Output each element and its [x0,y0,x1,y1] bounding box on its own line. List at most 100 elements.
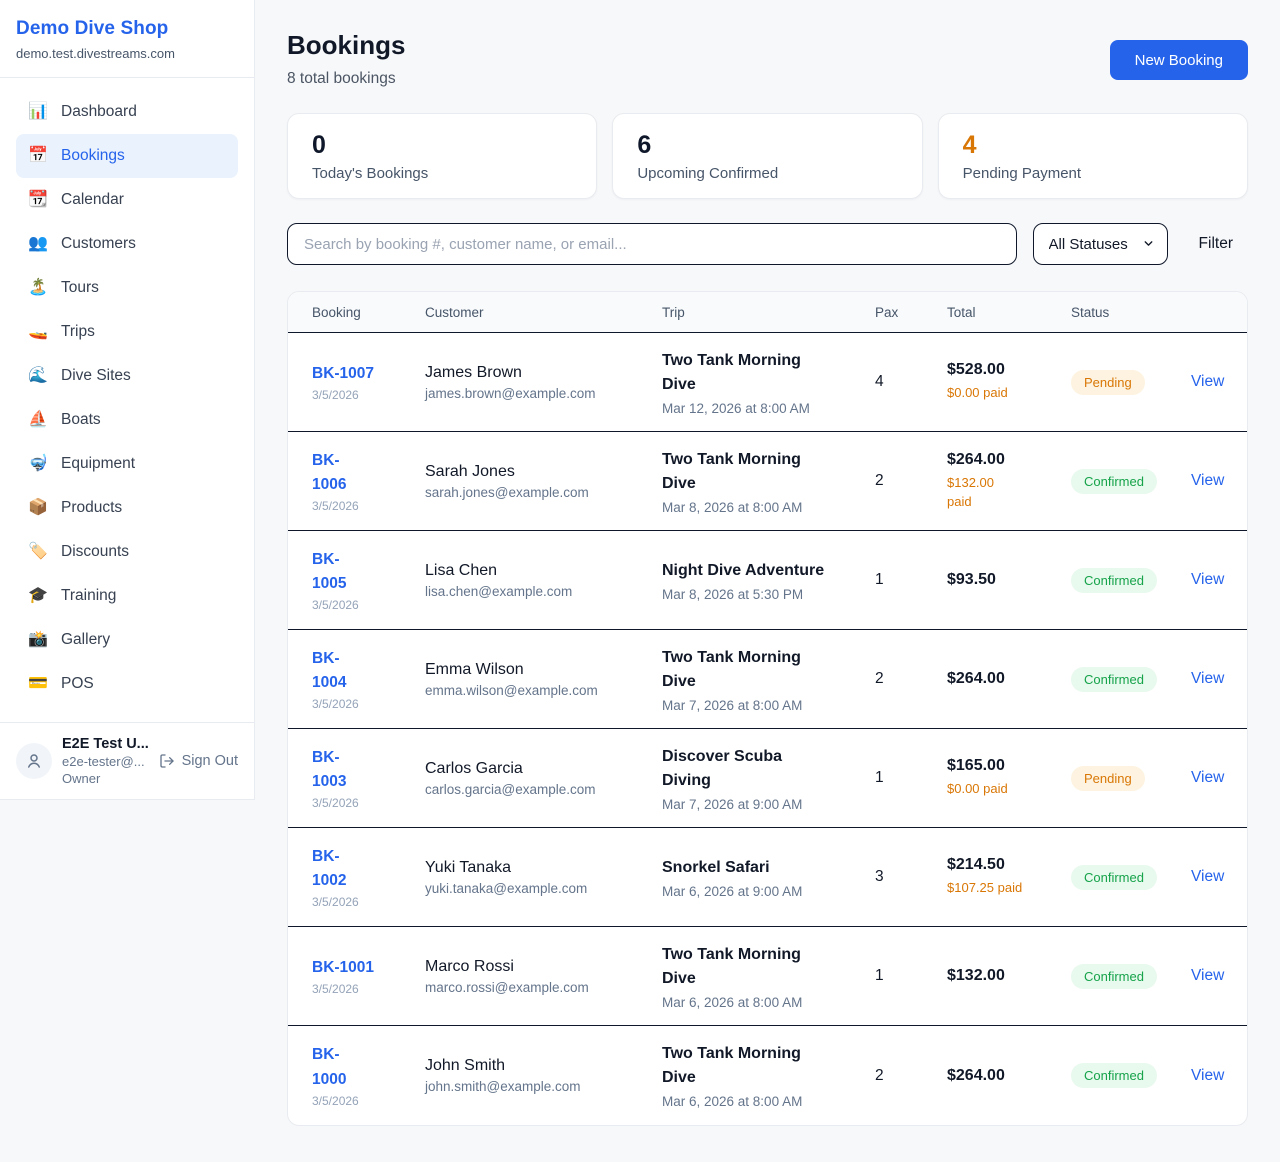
sidebar-item-tours[interactable]: 🏝️ Tours [16,266,238,310]
view-link[interactable]: View [1191,769,1225,786]
booking-id-link[interactable]: BK- 1006 [312,451,347,493]
filter-button[interactable]: Filter [1198,235,1233,252]
sidebar-item-discounts[interactable]: 🏷️ Discounts [16,530,238,574]
booking-id-link[interactable]: BK- 1000 [312,1046,347,1088]
table-row: BK-1001 3/5/2026 Marco Rossi marco.rossi… [288,927,1247,1026]
sidebar-item-dive-sites[interactable]: 🌊 Dive Sites [16,354,238,398]
pax-count: 2 [875,1066,884,1084]
sidebar-item-boats[interactable]: ⛵ Boats [16,398,238,442]
view-link[interactable]: View [1191,670,1225,687]
user-section: E2E Test U... e2e-tester@... Owner Sign … [0,722,254,799]
table-row: BK- 1006 3/5/2026 Sarah Jones sarah.jone… [288,432,1247,531]
table-header: Booking Customer Trip Pax Total Status [288,292,1247,333]
sidebar-item-trips[interactable]: 🚤 Trips [16,310,238,354]
booking-id-link[interactable]: BK- 1003 [312,748,347,790]
sidebar-item-label: Bookings [61,147,125,164]
total-amount: $528.00 [947,361,1005,379]
column-header-status: Status [1071,304,1110,320]
brand-block: Demo Dive Shop demo.test.divestreams.com [0,0,254,78]
customer-email: sarah.jones@example.com [425,484,589,500]
customer-cell: Sarah Jones sarah.jones@example.com [425,463,662,500]
actions-cell: View [1191,967,1224,985]
total-cell: $264.00 [947,1067,1071,1085]
paid-amount: $0.00 paid [947,781,1008,797]
status-cell: Confirmed [1071,666,1191,692]
sidebar-item-label: Products [61,499,123,516]
stat-label: Today's Bookings [312,165,429,182]
status-select-wrap: All Statuses [1032,223,1168,265]
sidebar-item-training[interactable]: 🎓 Training [16,574,238,618]
stat-card-pending-payment: 4 Pending Payment [937,113,1248,199]
booking-id-link[interactable]: BK-1007 [312,364,375,382]
trip-cell: Discover Scuba Diving Mar 7, 2026 at 9:0… [662,745,875,812]
user-info: E2E Test U... e2e-tester@... Owner [62,736,149,786]
column-header-booking: Booking [312,304,361,320]
tear-calendar-icon: 📆 [28,191,48,208]
page-title: Bookings [287,30,406,60]
view-link[interactable]: View [1191,868,1225,885]
tag-icon: 🏷️ [28,543,48,560]
new-booking-button[interactable]: New Booking [1109,40,1248,80]
sidebar-item-equipment[interactable]: 🤿 Equipment [16,442,238,486]
view-link[interactable]: View [1191,1066,1225,1084]
customer-email: carlos.garcia@example.com [425,781,596,797]
user-role: Owner [62,771,101,786]
sidebar-item-calendar[interactable]: 📆 Calendar [16,178,238,222]
people-icon: 👥 [28,235,48,252]
view-link[interactable]: View [1191,967,1225,984]
booking-cell: BK- 1004 3/5/2026 [312,647,425,711]
search-input[interactable] [287,223,1017,265]
user-name: E2E Test U... [62,736,149,752]
table-row: BK- 1003 3/5/2026 Carlos Garcia carlos.g… [288,729,1247,828]
actions-cell: View [1191,670,1224,688]
trip-date: Mar 12, 2026 at 8:00 AM [662,400,810,416]
column-header-customer: Customer [425,304,484,320]
trip-date: Mar 8, 2026 at 8:00 AM [662,499,803,515]
booking-id-link[interactable]: BK- 1002 [312,847,347,889]
booking-date: 3/5/2026 [312,982,359,996]
trip-name: Two Tank Morning Dive [662,648,801,690]
trip-date: Mar 7, 2026 at 9:00 AM [662,796,803,812]
camera-icon: 📸 [28,631,48,648]
status-filter-select[interactable]: All Statuses [1032,223,1168,265]
sidebar-item-dashboard[interactable]: 📊 Dashboard [16,90,238,134]
booking-id-link[interactable]: BK- 1004 [312,649,347,691]
booking-date: 3/5/2026 [312,598,359,613]
sidebar-item-products[interactable]: 📦 Products [16,486,238,530]
booking-cell: BK- 1005 3/5/2026 [312,548,425,612]
customer-cell: John Smith john.smith@example.com [425,1057,662,1094]
customer-email: marco.rossi@example.com [425,979,589,995]
calendar-icon: 📅 [28,147,48,164]
sidebar-item-gallery[interactable]: 📸 Gallery [16,618,238,662]
status-cell: Confirmed [1071,567,1191,593]
status-badge: Confirmed [1071,1063,1157,1088]
view-link[interactable]: View [1191,373,1225,390]
view-link[interactable]: View [1191,571,1225,588]
shop-name: Demo Dive Shop [16,18,169,39]
view-link[interactable]: View [1191,472,1225,489]
total-amount: $264.00 [947,670,1005,687]
total-cell: $132.00 [947,967,1071,985]
stat-label: Pending Payment [962,165,1082,182]
booking-id-link[interactable]: BK- 1005 [312,550,347,592]
sidebar-item-pos[interactable]: 💳 POS [16,662,238,706]
customer-email: emma.wilson@example.com [425,682,598,698]
trip-name: Two Tank Morning Dive [662,1045,801,1086]
booking-id-link[interactable]: BK-1001 [312,958,375,976]
sign-out-label: Sign Out [181,753,238,769]
sign-out-button[interactable]: Sign Out [159,753,238,769]
customer-name: Carlos Garcia [425,759,523,777]
status-cell: Confirmed [1071,864,1191,890]
trip-name: Two Tank Morning Dive [662,945,801,987]
sidebar-item-label: POS [61,675,94,692]
logout-icon [159,754,174,768]
sidebar-item-bookings[interactable]: 📅 Bookings [16,134,238,178]
stat-cards: 0 Today's Bookings 6 Upcoming Confirmed … [287,113,1248,199]
sidebar-item-customers[interactable]: 👥 Customers [16,222,238,266]
trip-name: Two Tank Morning Dive [662,450,801,492]
total-amount: $264.00 [947,1066,1005,1084]
pax-count: 3 [875,868,884,885]
pax-count: 1 [875,571,884,588]
user-email: e2e-tester@... [62,754,145,769]
total-cell: $264.00 $132.00 paid [947,451,1071,512]
